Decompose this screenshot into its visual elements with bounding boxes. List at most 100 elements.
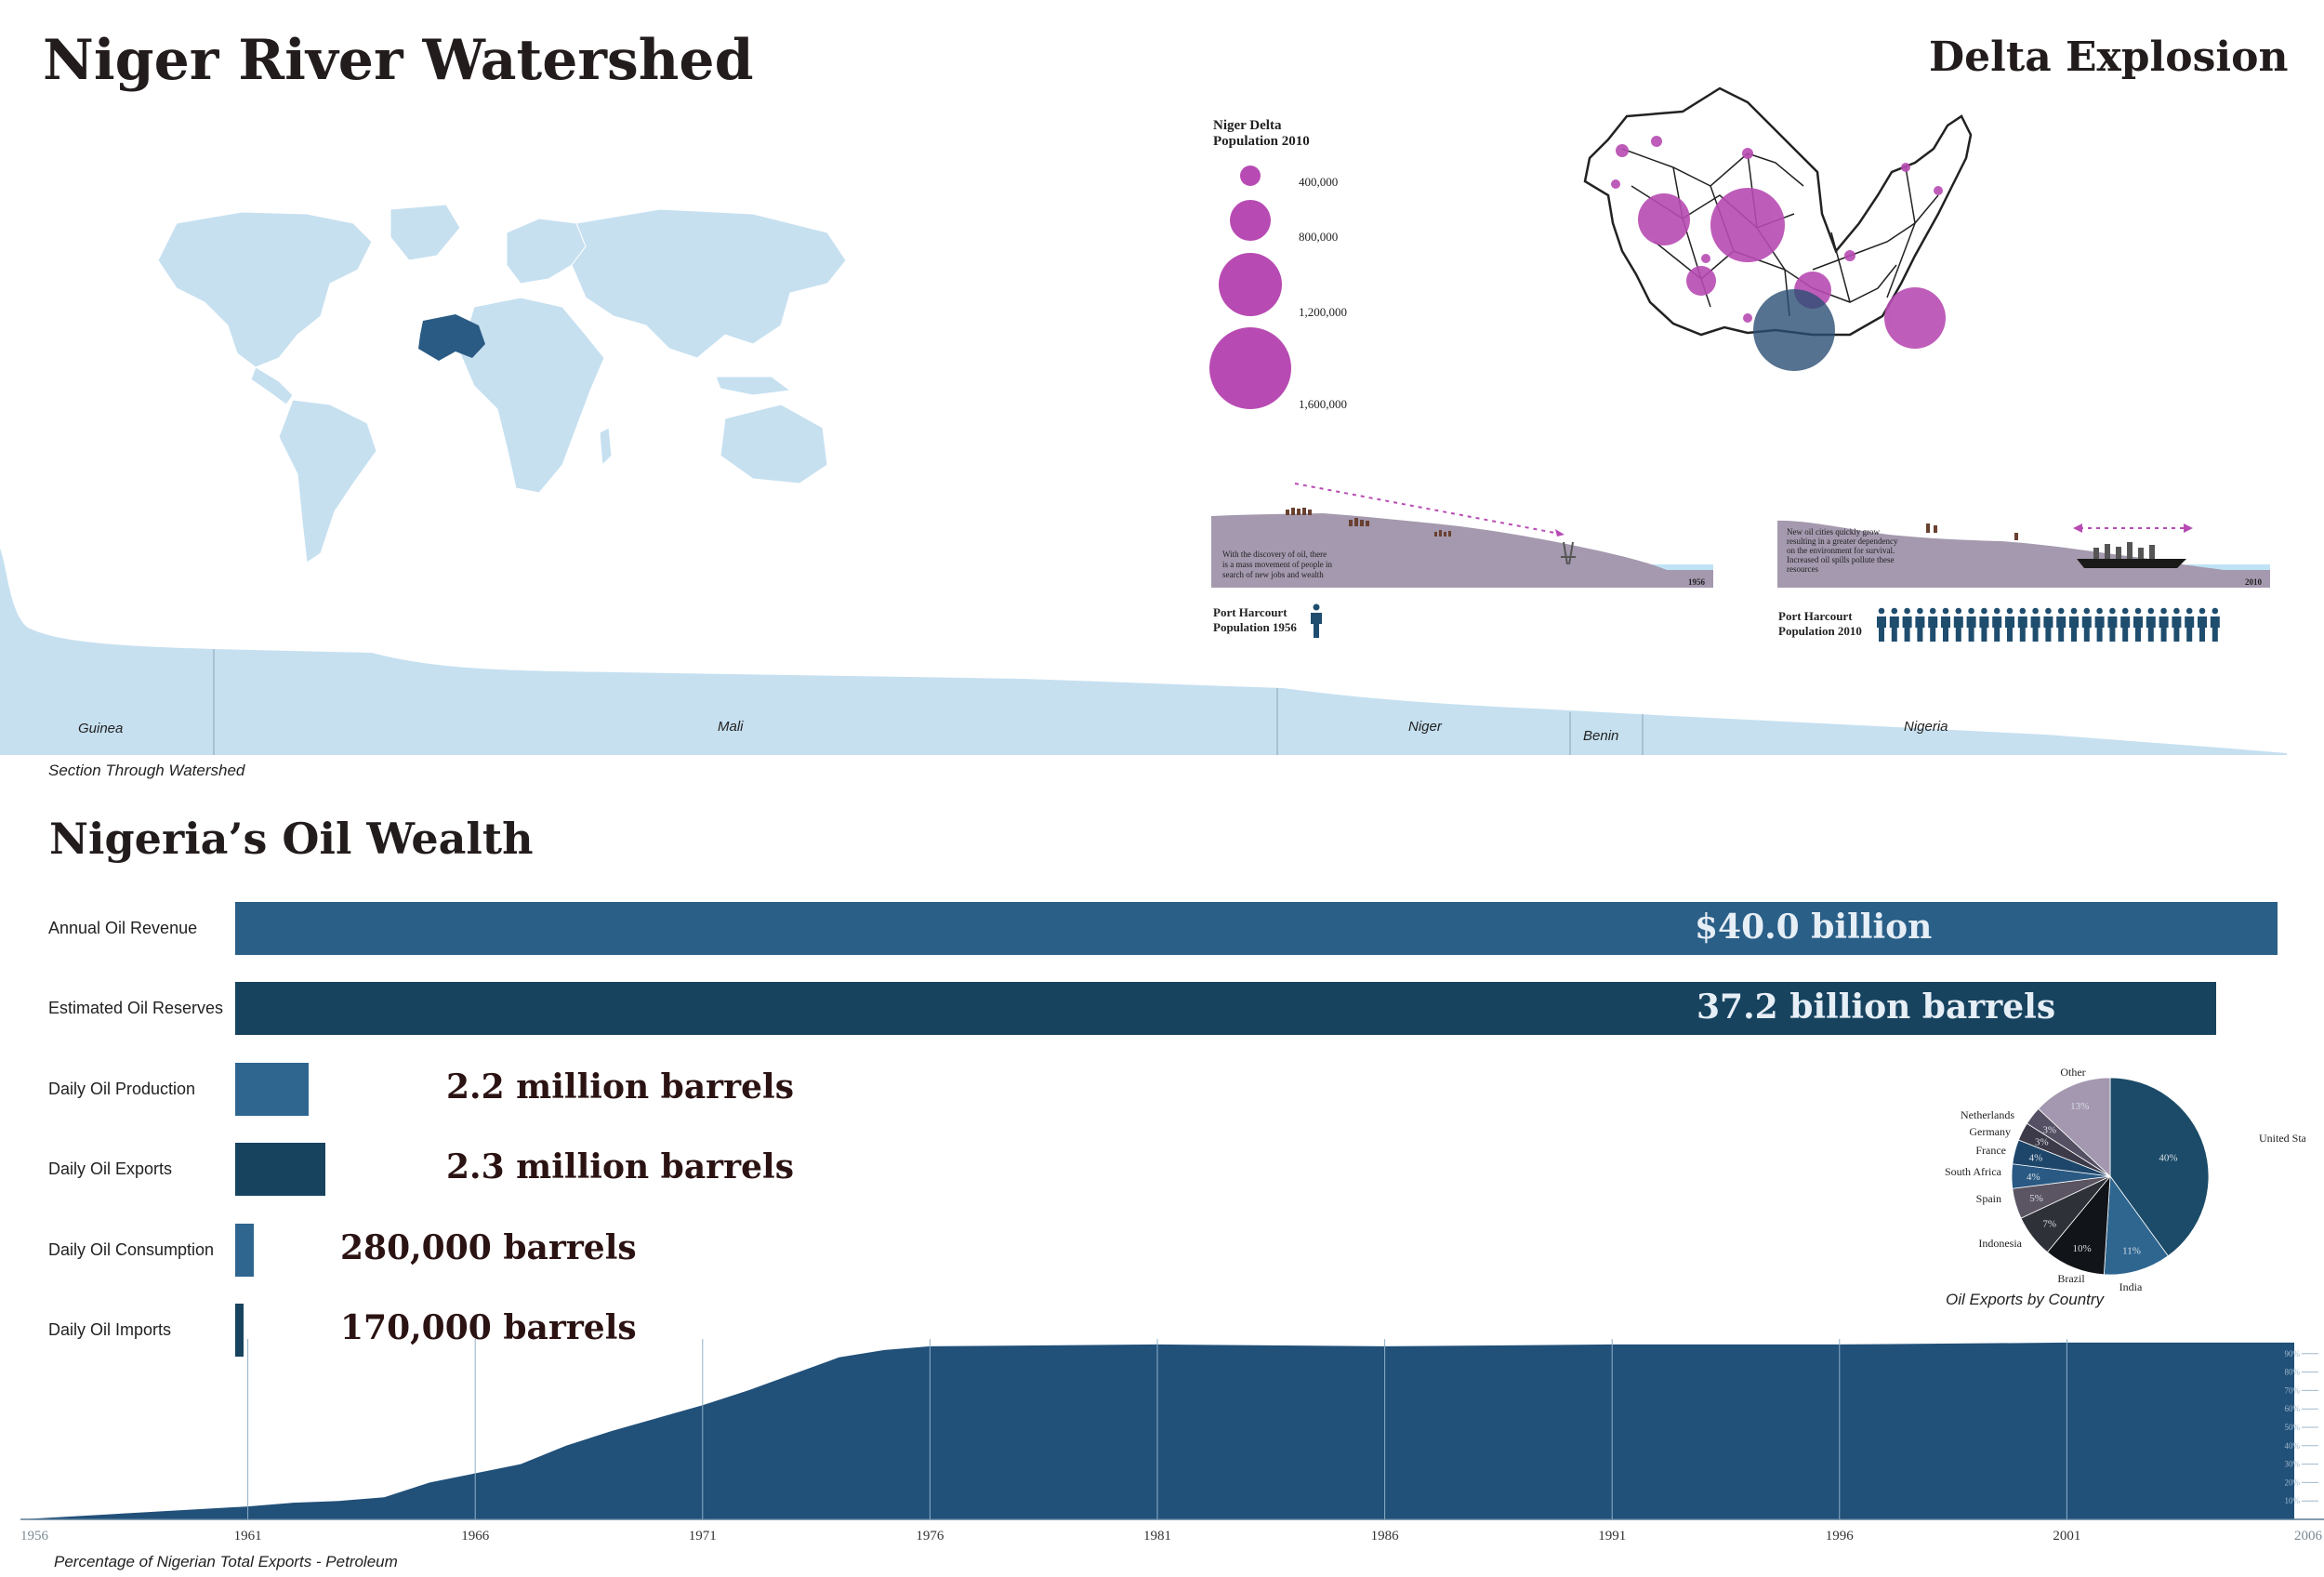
- diagram-1956-text-3: search of new jobs and wealth: [1222, 570, 1324, 579]
- pop-1956-label: Port Harcourt Population 1956: [1213, 605, 1297, 635]
- terrain-2010: [1777, 520, 2270, 588]
- diagram-2010: New oil cities quickly grow resulting in…: [1777, 520, 2270, 588]
- diagram-2010-text-3: on the environment for survival.: [1787, 546, 1895, 555]
- x-tick-label: 1996: [1826, 1529, 1855, 1544]
- person-icon: [2081, 607, 2092, 642]
- pie-slice: [2038, 1077, 2111, 1177]
- bar-value-label: 280,000 barrels: [340, 1228, 637, 1267]
- pop-1956-line1: Port Harcourt: [1213, 605, 1287, 619]
- pie-percent-label: 4%: [2029, 1152, 2043, 1163]
- pop-2010-line1: Port Harcourt: [1778, 609, 1853, 623]
- pie-percent-label: 4%: [2027, 1172, 2040, 1183]
- pie-slice: [2109, 1077, 2210, 1257]
- pie-percent-label: 5%: [2029, 1193, 2043, 1204]
- greenland: [390, 204, 461, 261]
- diagram-2010-text-1: New oil cities quickly grow: [1787, 527, 1880, 537]
- x-tick-label: 1966: [461, 1529, 490, 1544]
- person-icon: [2069, 607, 2079, 642]
- delta-title: Delta Explosion: [1929, 33, 2289, 81]
- person-icon: [2094, 607, 2105, 642]
- madagascar: [599, 427, 613, 467]
- legend-value-1200k: 1,200,000: [1299, 305, 1347, 319]
- pie-country-label: Other: [2060, 1066, 2085, 1079]
- pop-1956-line2: Population 1956: [1213, 620, 1297, 634]
- person-icon: [1992, 607, 2002, 642]
- oil-rig-icon: [1561, 541, 1576, 565]
- x-tick-label: 2006: [2294, 1529, 2323, 1544]
- x-tick-label: 1986: [1371, 1529, 1400, 1544]
- europe: [506, 218, 587, 285]
- person-icon: [1311, 603, 1322, 638]
- bar-value-label: 2.3 million barrels: [446, 1147, 794, 1186]
- legend-value-400k: 400,000: [1299, 175, 1339, 189]
- person-icon: [1877, 607, 1886, 642]
- person-icon: [2043, 607, 2053, 642]
- legend-circles: [1209, 166, 1291, 409]
- port-harcourt-circle: [1753, 289, 1835, 371]
- terrain-1956: [1211, 513, 1713, 588]
- y-tick-label: 60%: [2285, 1404, 2301, 1413]
- x-tick-label: 2001: [2053, 1529, 2080, 1544]
- person-icon: [2056, 607, 2067, 642]
- country-label-niger: Niger: [1408, 719, 1442, 735]
- y-tick-label: 90%: [2285, 1349, 2301, 1358]
- legend-title-line2: Population 2010: [1213, 134, 1310, 149]
- pie-slice: [2103, 1174, 2169, 1276]
- person-icon: [2107, 607, 2118, 642]
- pie-country-label: Indonesia: [1978, 1237, 2022, 1250]
- x-tick-label: 1961: [234, 1529, 262, 1544]
- pie-country-label: Germany: [1969, 1125, 2011, 1138]
- pie-percent-label: 13%: [2070, 1101, 2089, 1112]
- person-icon: [1966, 607, 1976, 642]
- person-icon: [2005, 607, 2014, 642]
- legend-title-line1: Niger Delta: [1213, 118, 1282, 133]
- bar: [235, 1224, 254, 1277]
- pie-country-label: Spain: [1976, 1192, 2001, 1205]
- section-caption: Section Through Watershed: [48, 762, 245, 779]
- country-label-mali: Mali: [718, 719, 744, 735]
- y-tick-label: 30%: [2285, 1460, 2301, 1469]
- petroleum-exports-area: 1956 1961 1966 1971 1976 1981 1986 1991 1996 2001…: [20, 1339, 2324, 1544]
- diagram-2010-text-4: Increased oil spills pollute these: [1787, 555, 1894, 564]
- y-tick-label: 20%: [2285, 1478, 2301, 1487]
- area-caption: Percentage of Nigerian Total Exports - P…: [54, 1553, 398, 1570]
- y-tick-label: 80%: [2285, 1368, 2301, 1377]
- person-icon: [2159, 607, 2169, 642]
- bar: [235, 1304, 244, 1357]
- y-tick-label: 50%: [2285, 1423, 2301, 1432]
- ship-icon: [2077, 542, 2186, 568]
- x-tick-label: 1956: [20, 1529, 49, 1544]
- bar-label: Daily Oil Production: [48, 1080, 196, 1098]
- delta-outline: [1583, 86, 1973, 337]
- bar-value-label: 2.2 million barrels: [446, 1067, 794, 1107]
- diagram-2010-text-5: resources: [1787, 564, 1818, 574]
- bar-label: Annual Oil Revenue: [48, 919, 198, 937]
- person-icon: [1889, 607, 1899, 642]
- pie-country-label: France: [1975, 1144, 2006, 1157]
- x-tick-label: 1976: [916, 1529, 944, 1544]
- pie-country-label: India: [2119, 1280, 2143, 1293]
- diagram-1956-text-1: With the discovery of oil, there: [1222, 550, 1327, 559]
- bar: [235, 1143, 325, 1196]
- pop-2010-label: Port Harcourt Population 2010: [1778, 609, 1862, 639]
- country-label-nigeria: Nigeria: [1904, 719, 1948, 735]
- bar-label: Estimated Oil Reserves: [48, 999, 224, 1017]
- person-icon: [2146, 607, 2156, 642]
- person-icon: [2133, 607, 2143, 642]
- legend-value-800k: 800,000: [1299, 230, 1339, 244]
- pie-country-label: Netherlands: [1961, 1108, 2014, 1121]
- oil-title: Nigeria’s Oil Wealth: [49, 814, 534, 864]
- x-tick-label: 1971: [689, 1529, 717, 1544]
- y-tick-label: 70%: [2285, 1385, 2301, 1395]
- bar: [235, 982, 2217, 1035]
- diagram-2010-text-2: resulting in a greater dependency: [1787, 537, 1898, 546]
- legend-circle-400k: [1240, 166, 1261, 186]
- pie-percent-label: 11%: [2122, 1245, 2141, 1256]
- niger-watershed: [418, 314, 485, 361]
- page-title: Niger River Watershed: [43, 28, 754, 93]
- legend-circle-1600k: [1209, 327, 1291, 409]
- central-america: [250, 366, 294, 405]
- pie-title: Oil Exports by Country: [1946, 1291, 2105, 1308]
- legend-circle-1200k: [1219, 253, 1282, 316]
- delta-map: [1583, 86, 1973, 371]
